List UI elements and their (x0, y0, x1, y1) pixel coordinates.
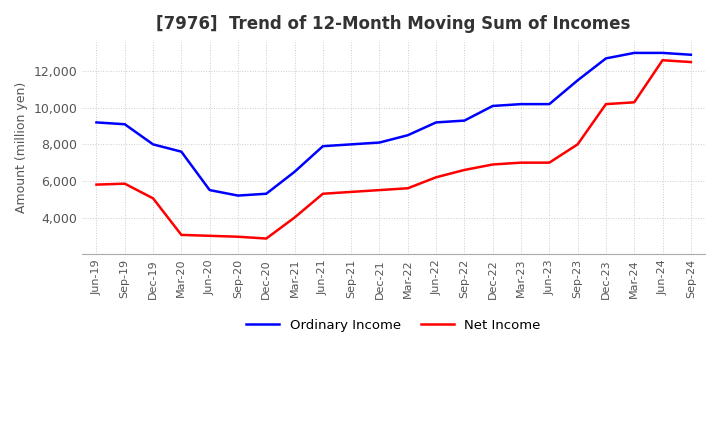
Net Income (488, 162, 497, 167)
Ordinary Income (205, 187, 214, 193)
Ordinary Income (290, 169, 299, 174)
Net Income (630, 99, 639, 105)
Ordinary Income (602, 56, 611, 61)
Net Income (120, 181, 129, 186)
Ordinary Income (517, 102, 526, 107)
Net Income (318, 191, 327, 196)
Ordinary Income (149, 142, 158, 147)
Ordinary Income (488, 103, 497, 109)
Ordinary Income (92, 120, 101, 125)
Ordinary Income (687, 52, 696, 57)
Ordinary Income (375, 140, 384, 145)
Net Income (573, 142, 582, 147)
Ordinary Income (630, 50, 639, 55)
Net Income (687, 59, 696, 65)
Ordinary Income (460, 118, 469, 123)
Net Income (432, 175, 441, 180)
Ordinary Income (262, 191, 271, 196)
Y-axis label: Amount (million yen): Amount (million yen) (15, 81, 28, 213)
Net Income (403, 186, 412, 191)
Ordinary Income (318, 143, 327, 149)
Net Income (545, 160, 554, 165)
Net Income (658, 58, 667, 63)
Net Income (375, 187, 384, 193)
Ordinary Income (658, 50, 667, 55)
Legend: Ordinary Income, Net Income: Ordinary Income, Net Income (241, 314, 546, 337)
Net Income (205, 233, 214, 238)
Ordinary Income (234, 193, 243, 198)
Ordinary Income (177, 149, 186, 154)
Ordinary Income (545, 102, 554, 107)
Net Income (290, 215, 299, 220)
Ordinary Income (403, 132, 412, 138)
Ordinary Income (573, 78, 582, 83)
Ordinary Income (347, 142, 356, 147)
Net Income (347, 189, 356, 194)
Net Income (262, 236, 271, 241)
Net Income (602, 102, 611, 107)
Net Income (234, 234, 243, 239)
Line: Ordinary Income: Ordinary Income (96, 53, 691, 195)
Line: Net Income: Net Income (96, 60, 691, 238)
Ordinary Income (432, 120, 441, 125)
Net Income (177, 232, 186, 238)
Title: [7976]  Trend of 12-Month Moving Sum of Incomes: [7976] Trend of 12-Month Moving Sum of I… (156, 15, 631, 33)
Net Income (460, 167, 469, 172)
Net Income (149, 196, 158, 201)
Net Income (517, 160, 526, 165)
Ordinary Income (120, 121, 129, 127)
Net Income (92, 182, 101, 187)
